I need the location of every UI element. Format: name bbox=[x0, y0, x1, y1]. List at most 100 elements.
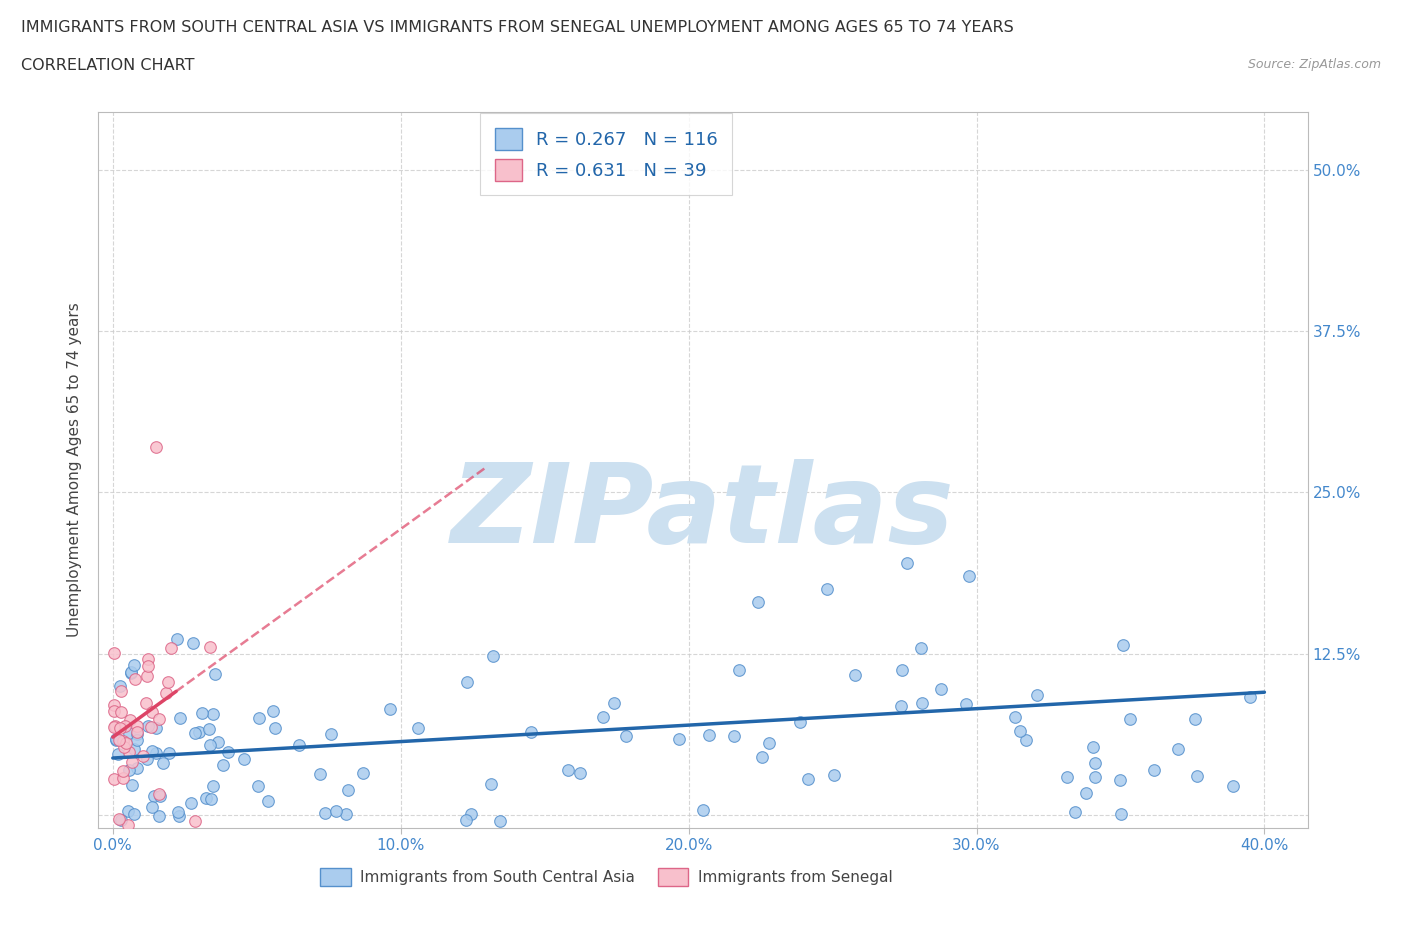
Point bbox=[217, 744, 239, 759]
Point bbox=[167, 804, 190, 819]
Point bbox=[125, 724, 148, 739]
Point bbox=[155, 685, 177, 700]
Point bbox=[110, 684, 132, 698]
Point bbox=[117, 745, 139, 760]
Point bbox=[520, 724, 543, 739]
Point bbox=[181, 635, 204, 650]
Point bbox=[166, 631, 188, 646]
Point bbox=[180, 795, 202, 810]
Point bbox=[108, 721, 131, 736]
Point bbox=[1184, 712, 1206, 727]
Point bbox=[114, 718, 136, 733]
Point bbox=[204, 667, 226, 682]
Text: IMMIGRANTS FROM SOUTH CENTRAL ASIA VS IMMIGRANTS FROM SENEGAL UNEMPLOYMENT AMONG: IMMIGRANTS FROM SOUTH CENTRAL ASIA VS IM… bbox=[21, 20, 1014, 35]
Point bbox=[1111, 806, 1133, 821]
Legend: Immigrants from South Central Asia, Immigrants from Senegal: Immigrants from South Central Asia, Immi… bbox=[314, 862, 898, 892]
Point bbox=[815, 581, 838, 596]
Point bbox=[314, 805, 336, 820]
Point bbox=[167, 808, 190, 823]
Point bbox=[108, 679, 131, 694]
Point bbox=[125, 719, 148, 734]
Point bbox=[1119, 711, 1142, 726]
Point bbox=[148, 787, 170, 802]
Point bbox=[727, 662, 749, 677]
Point bbox=[135, 696, 157, 711]
Point bbox=[1015, 733, 1038, 748]
Point bbox=[159, 640, 181, 655]
Point bbox=[136, 652, 159, 667]
Point bbox=[929, 682, 952, 697]
Point bbox=[592, 710, 614, 724]
Point bbox=[183, 725, 205, 740]
Point bbox=[336, 782, 359, 797]
Point bbox=[191, 706, 214, 721]
Point bbox=[823, 768, 845, 783]
Point bbox=[111, 771, 134, 786]
Point bbox=[108, 733, 131, 748]
Point bbox=[1143, 763, 1166, 777]
Point bbox=[143, 789, 166, 804]
Point bbox=[557, 763, 579, 777]
Point bbox=[603, 696, 626, 711]
Point bbox=[896, 556, 918, 571]
Point bbox=[136, 658, 159, 673]
Point bbox=[157, 746, 180, 761]
Point bbox=[456, 674, 478, 689]
Point bbox=[1025, 687, 1047, 702]
Point bbox=[139, 719, 162, 734]
Point bbox=[145, 746, 167, 761]
Point bbox=[122, 658, 145, 672]
Point bbox=[202, 706, 225, 721]
Point bbox=[479, 777, 502, 791]
Point bbox=[145, 440, 167, 455]
Point bbox=[460, 806, 482, 821]
Point bbox=[105, 733, 128, 748]
Point bbox=[751, 750, 773, 764]
Point bbox=[723, 728, 745, 743]
Point bbox=[1185, 768, 1208, 783]
Point bbox=[103, 698, 125, 712]
Point bbox=[120, 665, 142, 680]
Point bbox=[212, 757, 235, 772]
Point bbox=[1074, 786, 1097, 801]
Point bbox=[697, 727, 720, 742]
Point bbox=[103, 772, 125, 787]
Point bbox=[568, 765, 591, 780]
Point bbox=[110, 813, 132, 828]
Point bbox=[200, 639, 222, 654]
Point bbox=[614, 728, 637, 743]
Point bbox=[197, 722, 219, 737]
Point bbox=[141, 705, 163, 720]
Point bbox=[789, 715, 811, 730]
Point bbox=[122, 806, 145, 821]
Point bbox=[482, 649, 505, 664]
Point bbox=[309, 766, 332, 781]
Point bbox=[247, 711, 270, 725]
Point bbox=[136, 669, 159, 684]
Point bbox=[207, 735, 229, 750]
Point bbox=[406, 720, 429, 735]
Point bbox=[149, 789, 172, 804]
Point bbox=[256, 793, 278, 808]
Point bbox=[202, 779, 225, 794]
Text: Source: ZipAtlas.com: Source: ZipAtlas.com bbox=[1247, 58, 1381, 71]
Point bbox=[1112, 638, 1135, 653]
Point bbox=[692, 803, 714, 817]
Point bbox=[910, 641, 932, 656]
Point bbox=[796, 772, 818, 787]
Point bbox=[352, 766, 374, 781]
Point bbox=[104, 732, 127, 747]
Point bbox=[120, 666, 142, 681]
Point bbox=[124, 671, 146, 686]
Point bbox=[1056, 769, 1078, 784]
Point bbox=[141, 744, 163, 759]
Point bbox=[890, 698, 912, 713]
Point bbox=[1084, 756, 1107, 771]
Point bbox=[103, 645, 125, 660]
Point bbox=[117, 804, 139, 818]
Point bbox=[1167, 741, 1189, 756]
Point bbox=[1239, 690, 1261, 705]
Point bbox=[668, 732, 690, 747]
Point bbox=[112, 764, 135, 778]
Point bbox=[152, 755, 174, 770]
